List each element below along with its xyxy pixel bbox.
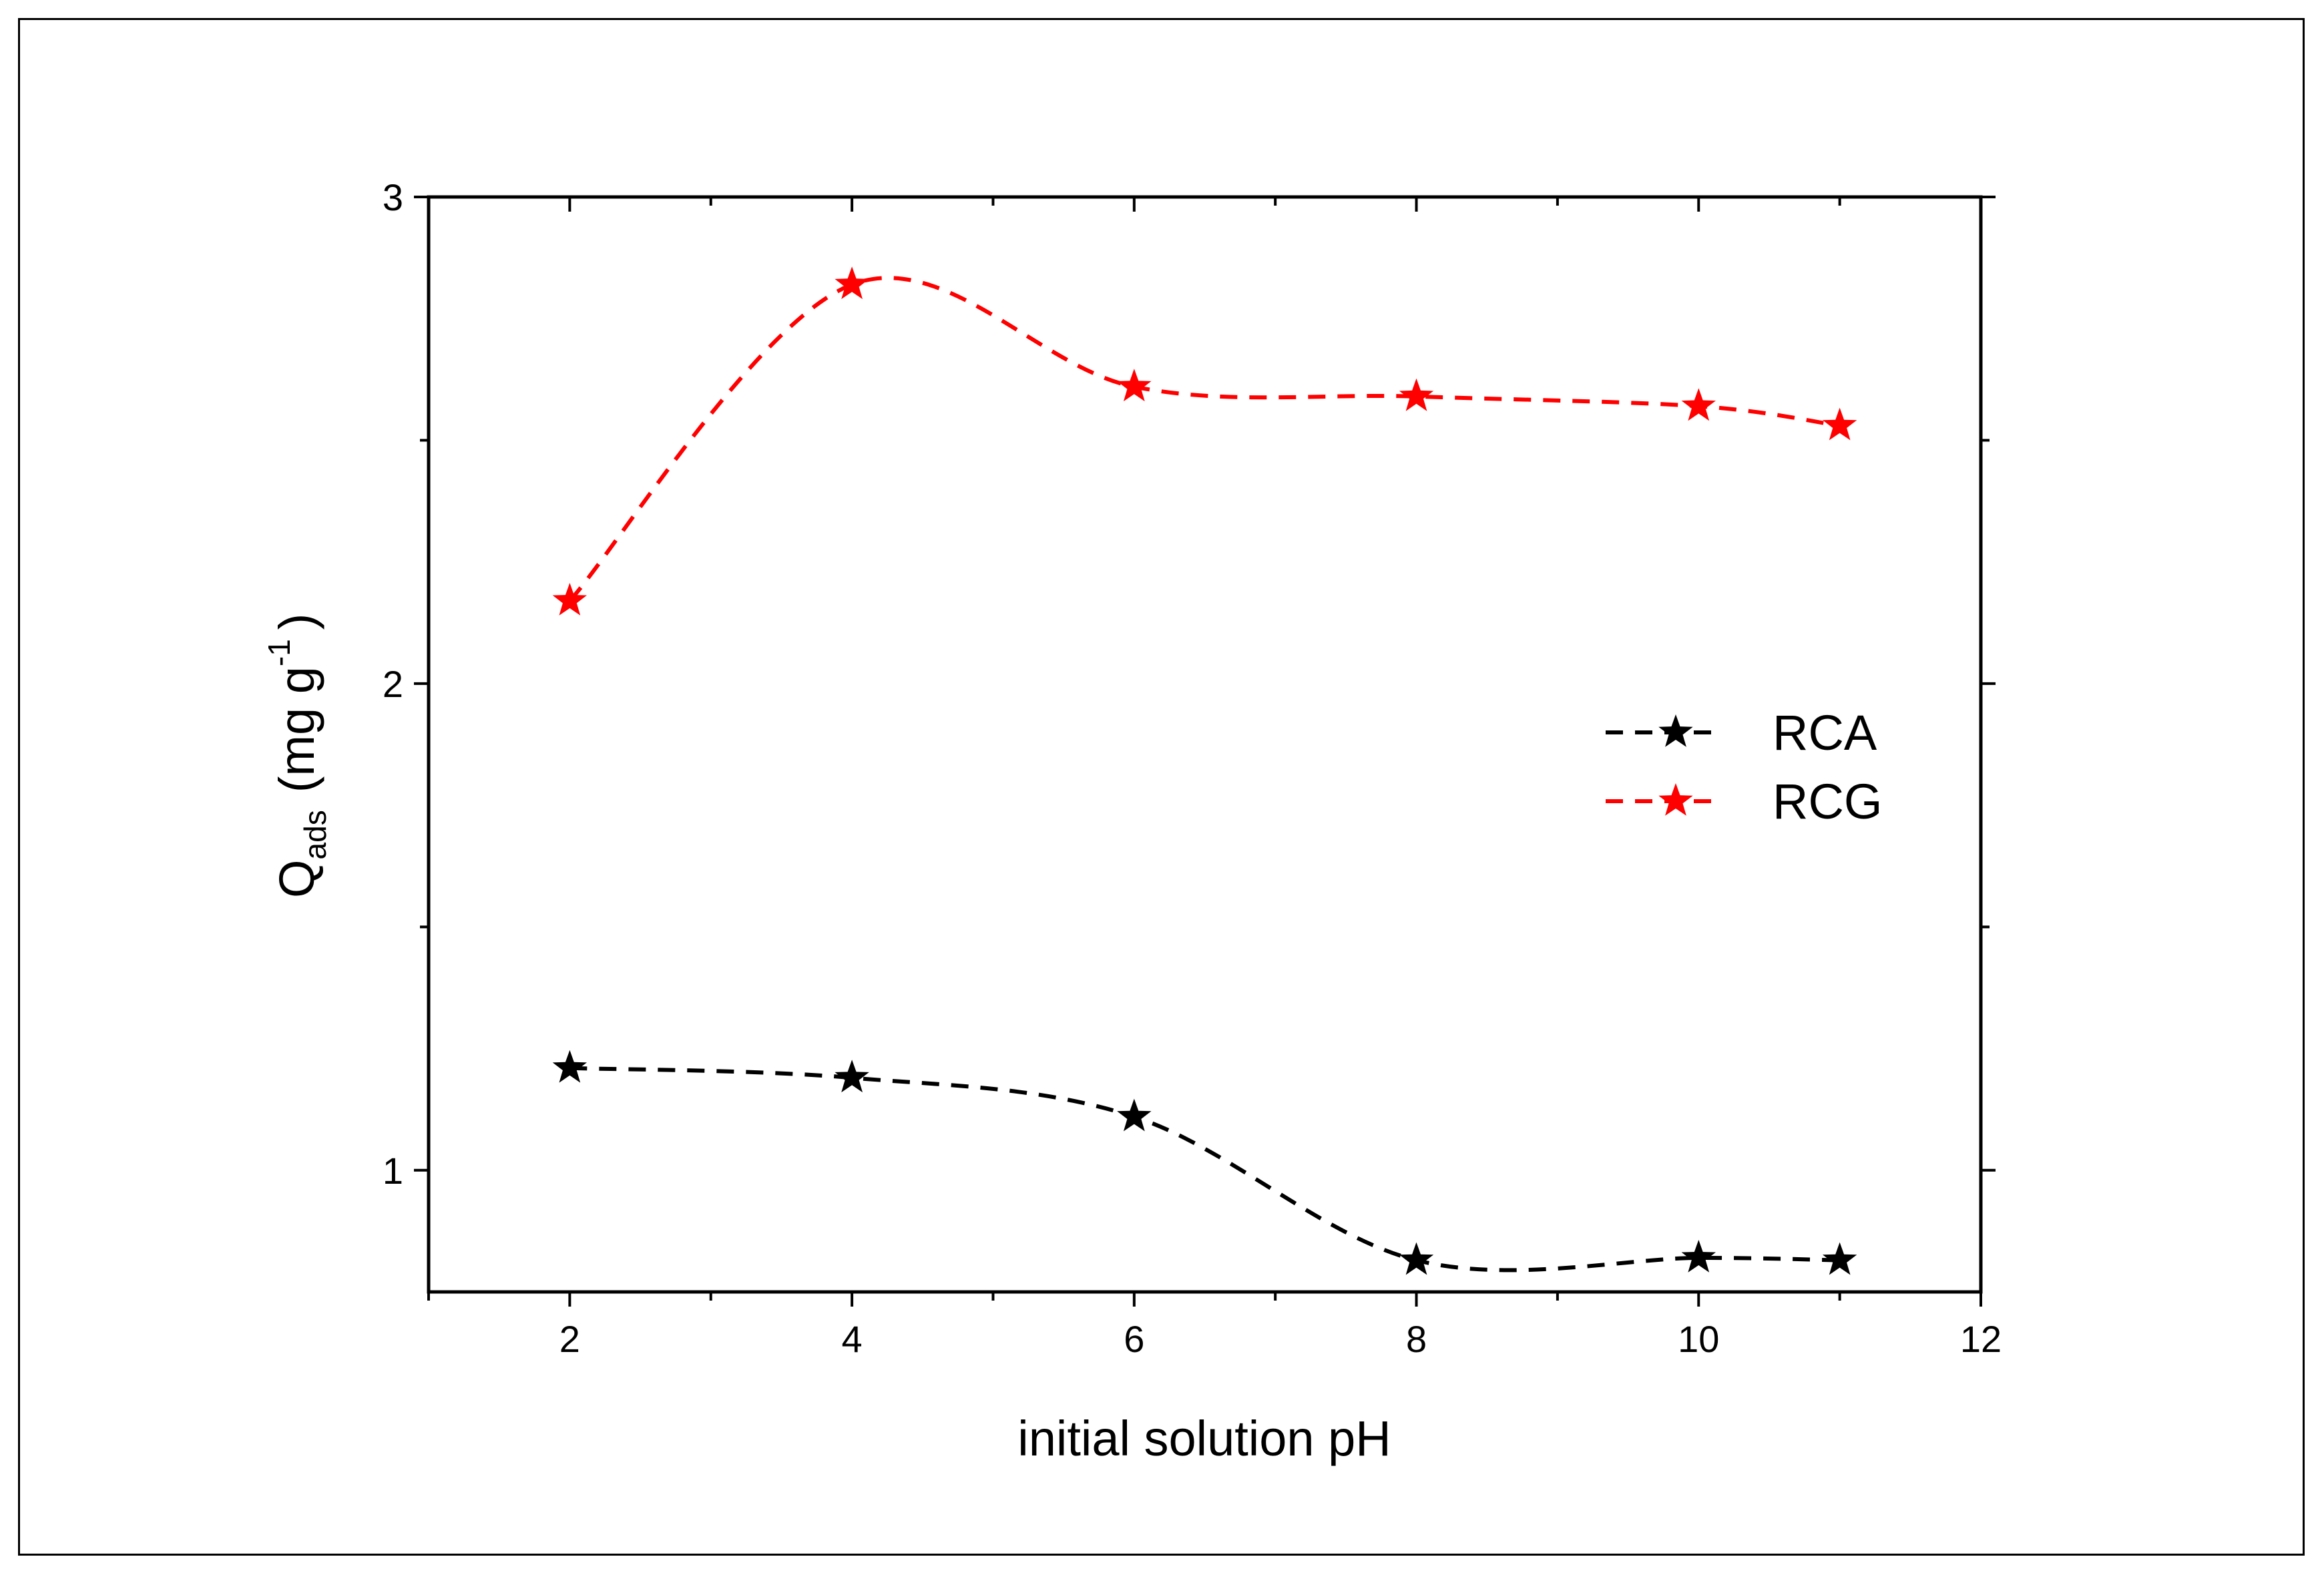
legend-marker-rca <box>1658 714 1693 747</box>
marker-rca <box>1681 1240 1716 1273</box>
y-label-units-close: ) <box>269 614 324 630</box>
y-tick-label: 2 <box>383 663 403 705</box>
x-tick-label: 10 <box>1678 1318 1719 1360</box>
marker-rcg <box>552 583 587 616</box>
y-tick-label: 1 <box>383 1150 403 1192</box>
marker-rcg <box>1399 378 1434 411</box>
y-label-subscript: ads <box>298 810 332 859</box>
series-line-rca <box>569 1066 1840 1273</box>
marker-rca <box>1823 1242 1857 1275</box>
series-lines <box>568 276 1841 1273</box>
x-tick-label: 6 <box>1124 1318 1144 1360</box>
x-axis-label: initial solution pH <box>1017 1411 1391 1466</box>
x-tick-label: 8 <box>1406 1318 1427 1360</box>
plot-area <box>427 195 1983 1294</box>
x-tick-label: 4 <box>842 1318 863 1360</box>
legend: RCA RCG <box>1606 705 1882 829</box>
x-tick-label: 2 <box>559 1318 580 1360</box>
marker-rca <box>835 1060 869 1093</box>
marker-rca <box>1117 1098 1152 1132</box>
series-line-rcg <box>568 276 1841 602</box>
y-axis-label: Qads (mg g-1) <box>262 614 332 898</box>
legend-marker-rcg <box>1658 783 1693 816</box>
y-label-units-open: (mg g <box>269 666 324 793</box>
y-label-superscript: -1 <box>262 639 296 666</box>
figure-frame <box>18 18 2305 1556</box>
legend-label-rcg: RCG <box>1773 774 1882 829</box>
marker-rca <box>552 1050 587 1083</box>
y-tick-label: 3 <box>383 176 403 218</box>
legend-label-rca: RCA <box>1773 705 1877 760</box>
marker-rcg <box>1117 369 1152 402</box>
y-label-main: Q <box>269 859 324 898</box>
marker-rca <box>1399 1242 1434 1275</box>
x-tick-label: 12 <box>1960 1318 2002 1360</box>
marker-rcg <box>1681 388 1716 421</box>
marker-rcg <box>1823 407 1857 441</box>
data-markers <box>552 266 1857 1275</box>
marker-rcg <box>835 266 869 299</box>
